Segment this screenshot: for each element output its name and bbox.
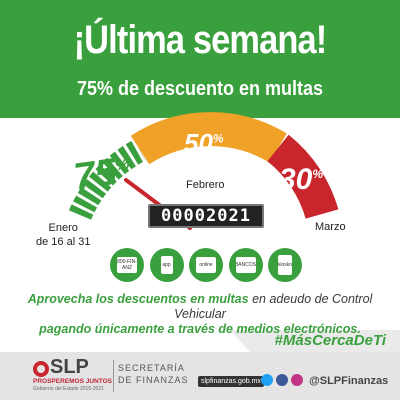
header-banner: ¡Última semana! 75% de descuento en mult… <box>0 0 400 118</box>
facebook-icon[interactable] <box>276 374 288 386</box>
hashtag-band <box>0 330 250 352</box>
social-handle[interactable]: @SLPFinanzas <box>309 375 389 387</box>
slp-logo-icon <box>33 361 49 377</box>
logo-motto-sub: Gobierno del Estado 2015-2021 <box>33 386 104 392</box>
headline-subtitle: 75% de descuento en multas <box>76 78 324 100</box>
odometer-value: 00002021 <box>161 206 251 226</box>
pct-marzo: 30% <box>279 163 324 196</box>
gauge-orange-arc <box>130 112 287 165</box>
headline-title: ¡Última semana! <box>73 18 328 62</box>
gauge-green-arc <box>68 139 146 220</box>
odometer: 00002021 <box>148 204 264 228</box>
body-line2: pagando únicamente a través de medios el… <box>39 322 361 336</box>
logo-motto: PROSPEREMOS JUNTOS <box>33 378 112 385</box>
label-enero: Enero de 16 al 31 <box>36 222 91 248</box>
hashtag: #MásCercaDeTi <box>274 332 386 349</box>
pct-enero: 75% <box>71 151 131 199</box>
body-line1-rest: en adeudo de Control Vehicular <box>174 292 373 321</box>
secretaria-name: SECRETARÍA DE FINANZAS <box>118 363 189 385</box>
label-marzo: Marzo <box>315 221 346 233</box>
phone-icon: app <box>149 248 184 282</box>
oxxo-icon: 800-FIN-ANZ <box>110 248 144 282</box>
payment-icons: 800-FIN-ANZ app online BANCOS kiosko <box>110 248 302 286</box>
twitter-icon[interactable] <box>261 374 273 386</box>
website-link[interactable]: slpfinanzas.gob.mx <box>198 376 264 387</box>
body-line1-bold: Aprovecha los descuentos en multas <box>27 292 249 306</box>
computer-icon: online <box>189 248 223 282</box>
atm-icon: kiosko <box>268 248 302 282</box>
footer-divider <box>113 360 114 392</box>
instagram-icon[interactable] <box>291 374 303 386</box>
hashtag-band-right <box>230 330 400 352</box>
label-febrero: Febrero <box>186 179 225 191</box>
bank-icon: BANCOS <box>228 248 263 282</box>
logo-text: SLP <box>50 356 89 378</box>
gauge-red-arc <box>267 134 339 220</box>
body-text: Aprovecha los descuentos en multas en ad… <box>10 292 390 337</box>
pct-febrero: 50% <box>184 128 224 158</box>
